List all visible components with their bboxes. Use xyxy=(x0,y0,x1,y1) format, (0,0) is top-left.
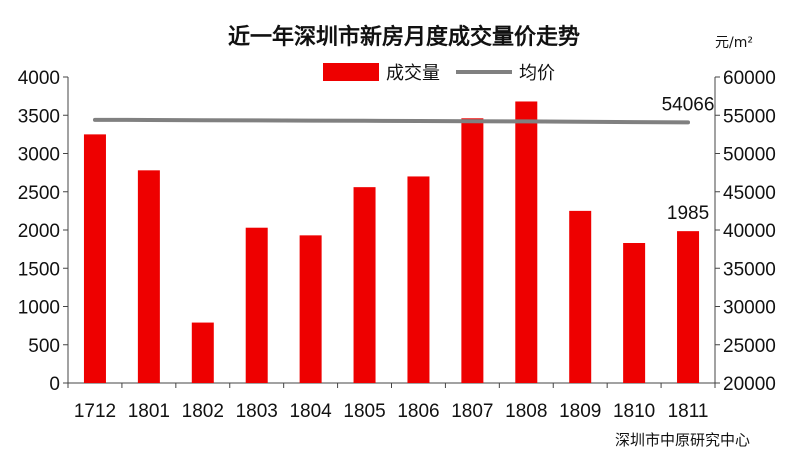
right-tick-label: 20000 xyxy=(723,374,776,395)
right-tick-label: 55000 xyxy=(723,106,776,127)
right-tick-label: 50000 xyxy=(723,145,776,166)
volume-bar xyxy=(461,118,484,383)
price-line xyxy=(92,117,691,125)
x-axis: 1712 1801 1802 1803 1804 1805 1806 1807 1808 1809… xyxy=(67,382,716,422)
volume-bar xyxy=(515,101,538,383)
x-tick-label: 1809 xyxy=(559,401,601,422)
x-tick-label: 1802 xyxy=(182,401,224,422)
volume-bar xyxy=(569,210,592,383)
legend-label-volume: 成交量 xyxy=(386,63,440,84)
x-tick-label: 1712 xyxy=(74,401,116,422)
volume-bar xyxy=(353,187,376,383)
left-tick-label: 500 xyxy=(28,336,60,357)
price-series-line xyxy=(92,117,691,125)
data-labels: 54066 1985 xyxy=(662,94,715,224)
source-note: 深圳市中原研究中心 xyxy=(615,431,750,449)
right-tick-label: 35000 xyxy=(723,259,776,280)
volume-data-label: 1985 xyxy=(667,203,709,224)
x-tick-label: 1803 xyxy=(236,401,278,422)
x-tick-label: 1804 xyxy=(289,401,332,422)
left-tick-label: 1000 xyxy=(18,298,60,319)
price-data-label: 54066 xyxy=(662,94,715,115)
x-tick-label: 1810 xyxy=(613,401,655,422)
left-tick-label: 2000 xyxy=(18,221,60,242)
x-tick-label: 1806 xyxy=(397,401,439,422)
left-tick-label: 1500 xyxy=(18,259,60,280)
volume-bar xyxy=(245,227,268,383)
volume-bar xyxy=(623,243,646,383)
right-tick-label: 30000 xyxy=(723,298,776,319)
right-tick-label: 25000 xyxy=(723,336,776,357)
right-axis: 20000 25000 30000 35000 40000 45000 50000 55000… xyxy=(714,68,776,395)
left-tick-label: 3000 xyxy=(18,145,60,166)
x-tick-label: 1808 xyxy=(505,401,547,422)
right-tick-label: 45000 xyxy=(723,183,776,204)
volume-bar xyxy=(677,231,700,383)
left-axis: 0 500 1000 1500 2000 2500 3000 3500 4000 xyxy=(18,68,69,395)
volume-bar xyxy=(407,176,430,383)
chart-title: 近一年深圳市新房月度成交量价走势 xyxy=(228,24,580,50)
legend: 成交量 均价 xyxy=(323,63,555,84)
volume-bar xyxy=(137,170,160,383)
volume-bar xyxy=(299,235,322,383)
volume-bars xyxy=(83,101,700,383)
x-tick-label: 1807 xyxy=(451,401,493,422)
x-tick-label: 1811 xyxy=(668,401,709,422)
right-tick-label: 40000 xyxy=(723,221,776,242)
x-tick-label: 1801 xyxy=(128,401,170,422)
right-axis-unit: 元/m² xyxy=(715,35,753,51)
left-tick-label: 0 xyxy=(49,374,60,395)
x-tick-label: 1805 xyxy=(343,401,385,422)
legend-label-price: 均价 xyxy=(519,63,555,84)
volume-bar xyxy=(83,134,106,383)
left-tick-label: 4000 xyxy=(18,68,60,89)
left-tick-label: 2500 xyxy=(18,183,60,204)
legend-swatch-volume xyxy=(323,63,379,81)
left-tick-label: 3500 xyxy=(18,106,60,127)
right-tick-label: 60000 xyxy=(723,68,776,89)
volume-bar xyxy=(191,322,214,383)
